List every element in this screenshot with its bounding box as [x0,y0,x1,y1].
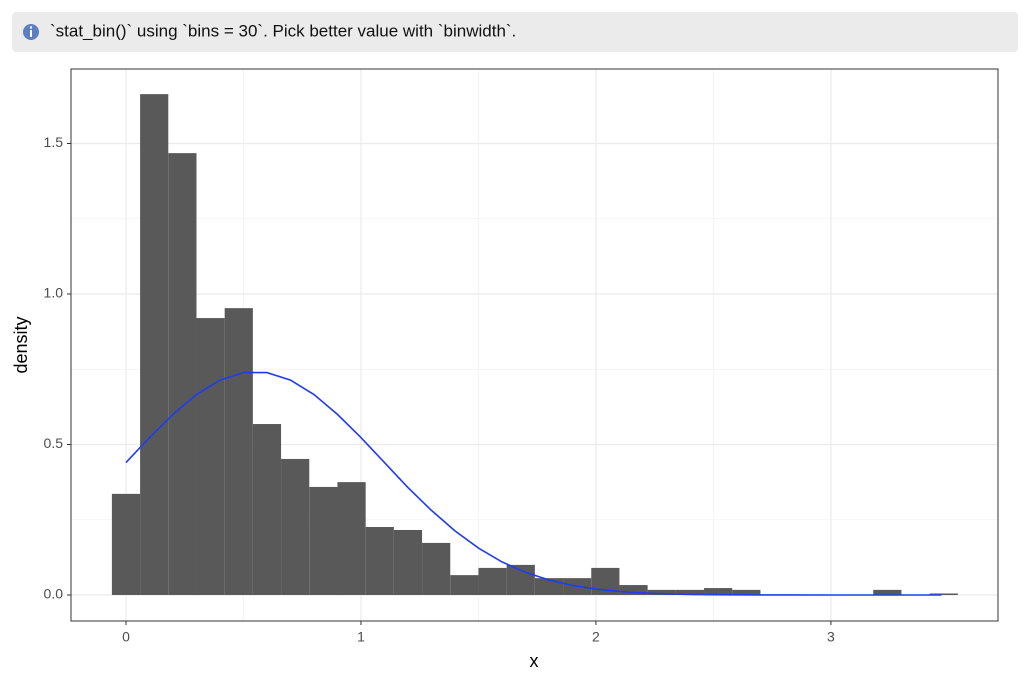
panel-border [70,68,999,622]
x-tick-label: 0 [122,629,130,645]
histogram-bar [111,493,141,595]
histogram-bar [675,589,705,595]
histogram-bar [168,153,197,595]
info-icon-stem [30,30,32,37]
y-tick-label: 0.5 [44,435,64,451]
density-curve [125,371,942,596]
histogram-bar [450,575,479,595]
histogram-bar [647,589,676,595]
histogram-bar [393,529,423,595]
histogram-bar [196,318,225,595]
histogram-bar [873,589,902,595]
x-axis-title: x [530,651,539,671]
x-tick-label: 3 [827,629,835,645]
histogram-bar [422,542,451,595]
y-tick-label: 1.5 [44,134,64,150]
axes: 0 1 2 3 0.0 0.5 1.0 1.5 [44,134,835,645]
message-text: `stat_bin()` using `bins = 30`. Pick bet… [50,21,516,40]
marks [111,94,958,596]
y-tick-label: 0.0 [44,586,64,602]
x-tick-label: 2 [592,629,600,645]
histogram-bar [224,308,253,595]
histogram-bar [365,526,394,595]
message-banner [12,12,1018,52]
histogram-bar [281,458,310,595]
histogram-bar [337,482,366,595]
histogram-bar [929,593,958,595]
histogram-bar [704,588,733,595]
info-icon-dot [29,26,33,29]
histogram-bar [478,567,507,595]
histogram-bar [140,94,169,595]
histogram-bar [309,486,338,595]
y-tick-label: 1.0 [44,285,64,301]
histogram-bar [732,589,761,595]
y-axis-title: density [11,316,31,373]
x-tick-label: 1 [357,629,365,645]
histogram-bar [252,424,282,595]
histogram-bar [619,585,648,595]
